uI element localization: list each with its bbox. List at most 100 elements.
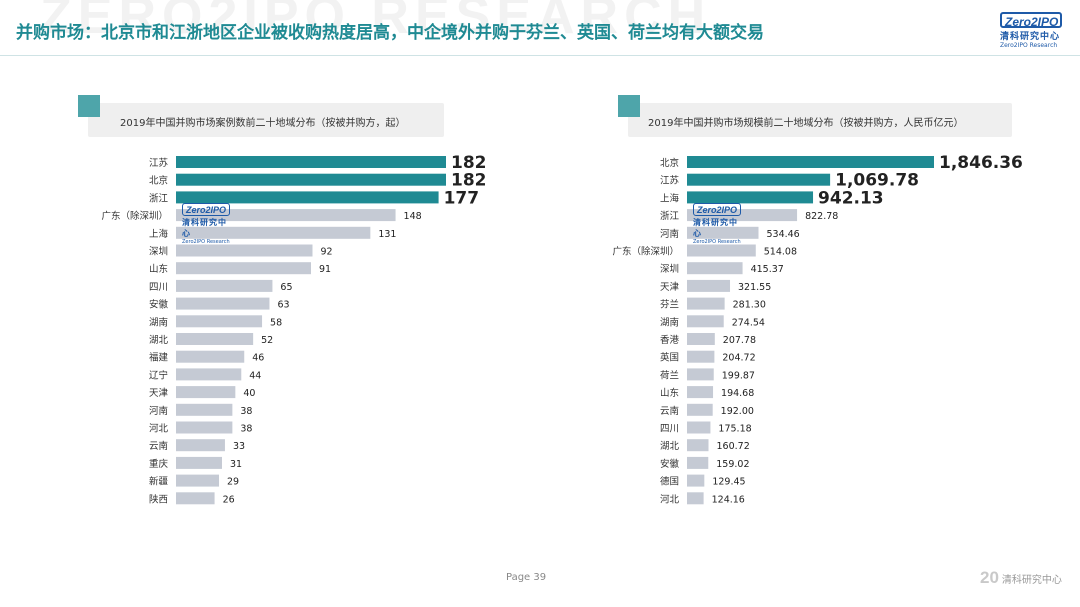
stamp-wordmark: Zero2IPO	[182, 203, 230, 216]
bar	[176, 262, 311, 275]
category-label: 重庆	[149, 458, 169, 470]
header-watermark: ZERO2IPO RESEARCH	[40, 0, 712, 45]
value-label: 124.16	[712, 494, 745, 505]
bar	[176, 315, 263, 328]
bar	[687, 226, 759, 239]
bar	[687, 474, 705, 487]
value-label: 182	[451, 171, 487, 191]
bar	[687, 244, 756, 257]
category-label: 江苏	[149, 157, 169, 169]
title-accent-square	[78, 95, 100, 117]
bar	[176, 226, 371, 239]
bar	[176, 456, 222, 469]
value-label: 534.46	[766, 229, 799, 240]
stamp-cn-text: 清科研究中心	[182, 218, 227, 238]
category-label: 江苏	[660, 175, 680, 187]
category-label: 山东	[149, 263, 168, 275]
left-bar-chart: 江苏 182 北京 182 浙江 177 广东（除深圳） 148 上海 131 深圳 92 山东 91 四川…	[101, 153, 487, 505]
category-label: 深圳	[660, 264, 679, 275]
category-label: 荷兰	[660, 369, 679, 381]
category-label: 河南	[660, 228, 679, 240]
category-label: 河北	[660, 493, 680, 505]
bar	[687, 439, 709, 452]
title-accent-square	[618, 95, 640, 117]
category-label: 山东	[660, 387, 679, 399]
category-label: 四川	[149, 282, 168, 293]
bar	[687, 456, 709, 469]
value-label: 281.30	[733, 300, 766, 311]
category-label: 浙江	[660, 210, 680, 222]
right-chart-stamp: Zero2IPO 清科研究中心 Zero2IPO Research	[693, 203, 745, 245]
bar	[176, 297, 270, 310]
bar	[176, 474, 220, 487]
value-label: 58	[270, 317, 282, 328]
footer-logo-number: 20	[980, 568, 999, 587]
value-label: 942.13	[818, 188, 884, 208]
stamp-en-text: Zero2IPO Research	[182, 239, 230, 245]
bar	[687, 297, 725, 310]
category-label: 浙江	[149, 192, 169, 204]
category-label: 德国	[660, 476, 679, 488]
value-label: 131	[378, 229, 396, 240]
bar	[176, 333, 254, 345]
bar	[176, 279, 273, 292]
value-label: 38	[240, 406, 252, 417]
category-label: 上海	[149, 228, 169, 240]
category-label: 芬兰	[660, 299, 679, 311]
value-label: 129.45	[712, 477, 745, 488]
left-chart-title: 2019年中国并购市场案例数前二十地域分布（按被并购方，起）	[120, 118, 406, 129]
category-label: 湖南	[660, 316, 679, 328]
value-label: 514.08	[764, 247, 797, 258]
stamp-wordmark: Zero2IPO	[693, 203, 741, 216]
category-label: 天津	[660, 282, 680, 293]
header-divider	[0, 55, 1080, 56]
bar	[687, 173, 831, 186]
category-label: 广东（除深圳）	[612, 246, 679, 258]
bar	[176, 191, 439, 204]
logo-wordmark: Zero2IPO	[1000, 12, 1062, 29]
bar	[687, 191, 814, 204]
value-label: 192.00	[721, 406, 754, 417]
bar	[687, 209, 798, 222]
category-label: 安徽	[660, 458, 680, 470]
value-label: 29	[227, 477, 239, 488]
bar	[176, 403, 233, 416]
value-label: 160.72	[717, 441, 750, 452]
left-chart-stamp: Zero2IPO 清科研究中心 Zero2IPO Research	[182, 203, 234, 245]
bar	[687, 315, 724, 328]
category-label: 天津	[149, 388, 169, 399]
value-label: 52	[261, 335, 273, 346]
bar	[687, 492, 704, 505]
category-label: 北京	[660, 157, 679, 169]
category-label: 河北	[149, 423, 169, 435]
category-label: 云南	[660, 405, 679, 417]
bar	[176, 492, 215, 505]
value-label: 822.78	[805, 211, 838, 222]
bar	[687, 421, 711, 434]
header: ZERO2IPO RESEARCH 并购市场：北京市和江浙地区企业被收购热度居高…	[0, 0, 1080, 58]
brand-logo: Zero2IPO 清科研究中心 Zero2IPO Research	[1000, 12, 1064, 52]
bar	[687, 403, 713, 416]
bar	[176, 368, 242, 381]
category-label: 湖北	[149, 335, 169, 346]
value-label: 38	[240, 424, 252, 435]
right-bar-chart: 北京 1,846.36 江苏 1,069.78 上海 942.13 浙江 822.78 河南 53…	[612, 153, 1022, 505]
value-label: 63	[277, 300, 289, 311]
category-label: 湖南	[149, 316, 168, 328]
value-label: 65	[280, 282, 292, 293]
category-label: 深圳	[149, 247, 168, 258]
category-label: 湖北	[660, 441, 680, 452]
page-number: Page 39	[506, 572, 547, 583]
value-label: 177	[444, 188, 480, 208]
category-label: 辽宁	[149, 369, 168, 381]
category-label: 北京	[149, 175, 168, 187]
bar	[687, 279, 731, 292]
value-label: 199.87	[722, 370, 755, 381]
bar	[176, 156, 446, 168]
value-label: 194.68	[721, 388, 754, 399]
bar	[687, 368, 714, 381]
category-label: 英国	[660, 352, 679, 364]
value-label: 44	[249, 370, 261, 381]
logo-cn-text: 清科研究中心	[1000, 32, 1061, 42]
right-chart-title-box: 2019年中国并购市场规模前二十地域分布（按被并购方，人民币亿元）	[618, 95, 1012, 137]
